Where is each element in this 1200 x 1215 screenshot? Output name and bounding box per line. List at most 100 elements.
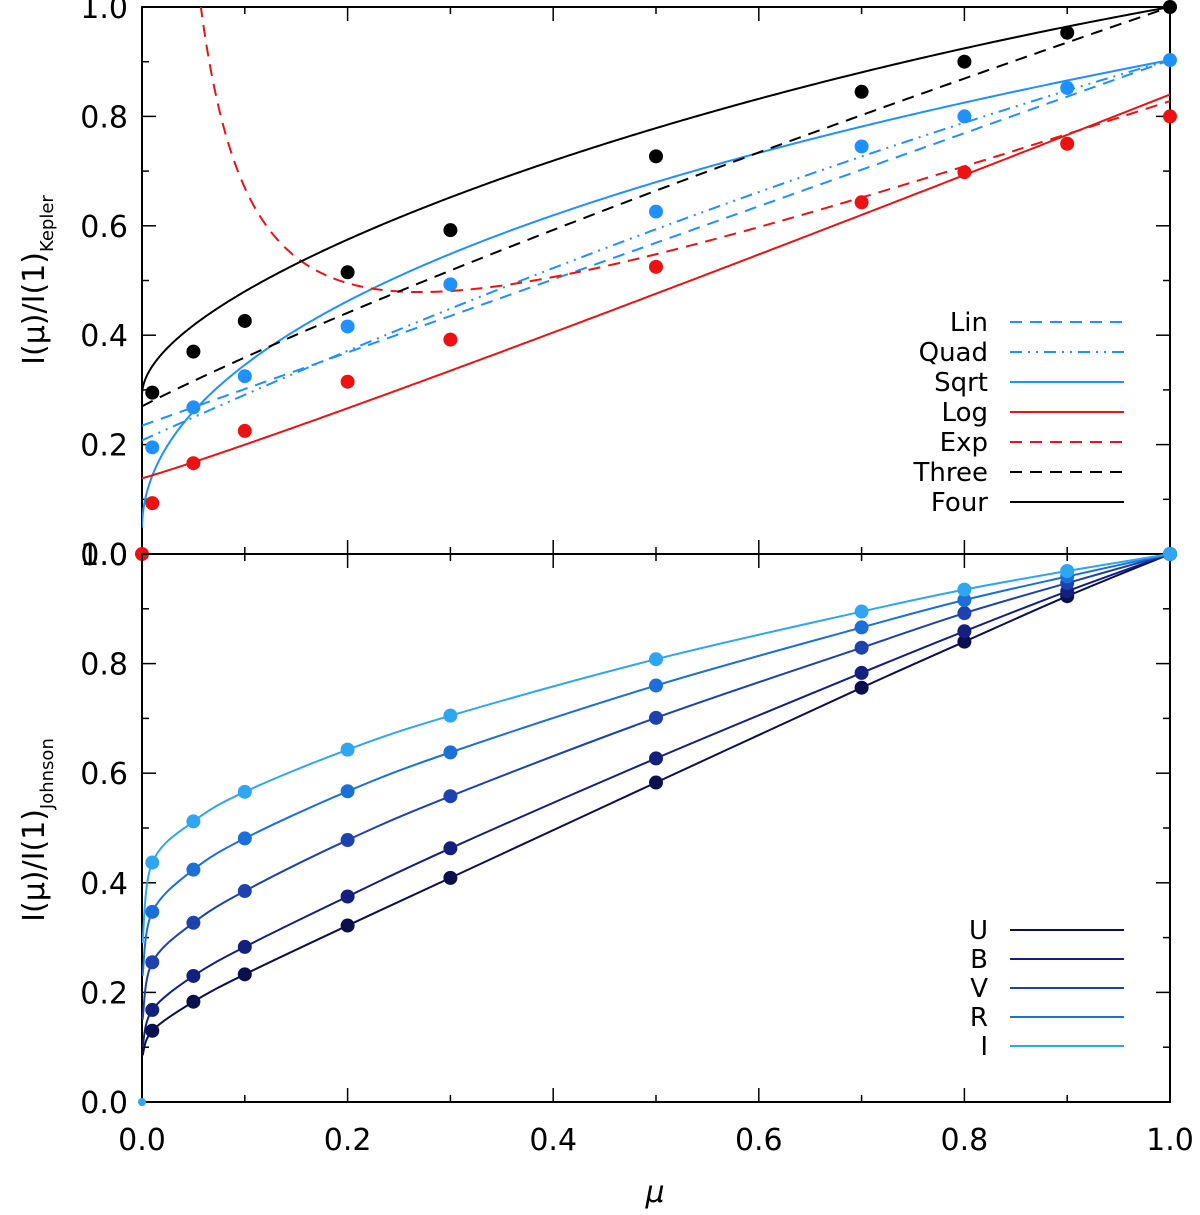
data-point-red [1163,109,1177,124]
data-point-v [957,606,972,621]
series-line-i [142,554,1170,944]
series-line-sqrt [142,59,1170,528]
data-point-red [1060,136,1075,151]
x-tick-label: 1.0 [1146,1123,1194,1158]
data-point-blue [145,440,160,455]
y-tick-label: 0.8 [80,100,128,135]
y-tick-label: 0.2 [80,976,128,1011]
data-point-b [145,1002,160,1017]
y-tick-label: 0.8 [80,648,128,683]
data-point-u [186,994,201,1009]
data-point-v [340,833,355,848]
data-point-red [854,195,869,210]
origin-point [138,1098,146,1106]
series-group [142,7,1170,528]
data-point-v [237,884,252,899]
top-panel: 0.0 0.2 0.4 0.6 0.8 1.0 LinQuadSqrtLogExpThree… [80,0,1177,573]
plot-frame [141,553,1171,1103]
data-point-blue [340,319,355,334]
data-point-b [854,665,869,680]
data-point-blue [237,369,252,384]
x-tick-label: 0.8 [941,1123,989,1158]
data-point-b [340,889,355,904]
data-point-b [957,624,972,639]
data-point-r [145,904,160,919]
data-point-red [957,165,972,180]
x-tick-label: 0.4 [529,1123,577,1158]
data-point-black [186,344,201,359]
legend-label-lin: Lin [950,308,988,338]
legend-label-log: Log [942,398,988,428]
y-tick-label: 0.6 [80,757,128,792]
y-tick-label: 0.0 [80,1086,128,1121]
data-point-i [854,604,869,619]
data-point-black [443,223,458,238]
series-line-u [142,554,1170,1056]
data-point-u [957,634,972,649]
data-point-u [443,870,458,885]
x-tick-label: 0.6 [735,1123,783,1158]
series-line-lin [142,59,1170,427]
data-point-black [649,149,663,164]
data-point-r [443,745,458,760]
series-line-log [142,93,1170,480]
data-point-black [1163,0,1177,14]
data-point-b [237,939,252,954]
data-point-black [957,54,972,69]
data-point-i [145,855,160,870]
data-point-v [649,710,663,725]
data-point-r [854,620,869,635]
data-point-i [649,652,663,667]
bottom-ylabel: I(μ)/I(1)Johnson [17,738,58,922]
x-tick-label: 0.0 [118,1123,166,1158]
data-point-u [649,775,663,790]
series-line-quad [142,59,1170,442]
legend-label-quad: Quad [919,338,988,368]
legend-label-u: U [969,916,988,946]
data-point-r [340,784,355,799]
data-point-r [186,862,201,877]
data-point-r [957,593,972,608]
data-point-v [854,640,869,655]
y-tick-label: 0.4 [80,867,128,902]
data-point-i [443,708,458,723]
data-point-red [237,423,252,438]
data-point-b [649,751,663,766]
data-point-u [145,1023,160,1038]
data-point-r [237,831,252,846]
y-tick-label: 0.6 [80,210,128,245]
data-point-r [649,678,663,693]
data-point-red [443,332,458,347]
data-point-i [237,784,252,799]
y-tick-label: 1.0 [80,0,128,26]
legend-label-r: R [970,1003,988,1033]
series-group [142,554,1170,1056]
data-point-u [340,918,355,933]
data-point-black [340,265,355,280]
series-line-exp [199,7,1170,294]
data-point-blue [649,204,663,219]
data-point-blue [957,109,972,124]
top-ylabel: I(μ)/I(1)Kepler [17,195,58,365]
data-point-black [1060,25,1075,40]
series-line-three [142,7,1170,408]
data-point-v [186,915,201,930]
data-point-i [186,814,201,829]
legend-label-three: Three [913,458,988,488]
data-point-black [145,385,160,400]
legend-label-exp: Exp [940,428,988,458]
data-point-red [649,259,663,274]
legend-label-b: B [970,945,988,975]
data-point-v [443,789,458,804]
data-point-blue [1060,80,1075,95]
data-point-blue [443,277,458,292]
legend-label-four: Four [931,488,988,518]
data-point-black [237,313,252,328]
bottom-panel: 0.00.20.40.60.81.00.0 0.2 0.4 0.6 0.8 1.0UBVR… [80,538,1194,1158]
data-point-b [443,841,458,856]
legend-label-sqrt: Sqrt [934,368,988,398]
x-axis-label: μ [644,1175,664,1210]
data-point-black [854,84,869,99]
data-point-blue [1163,53,1177,68]
